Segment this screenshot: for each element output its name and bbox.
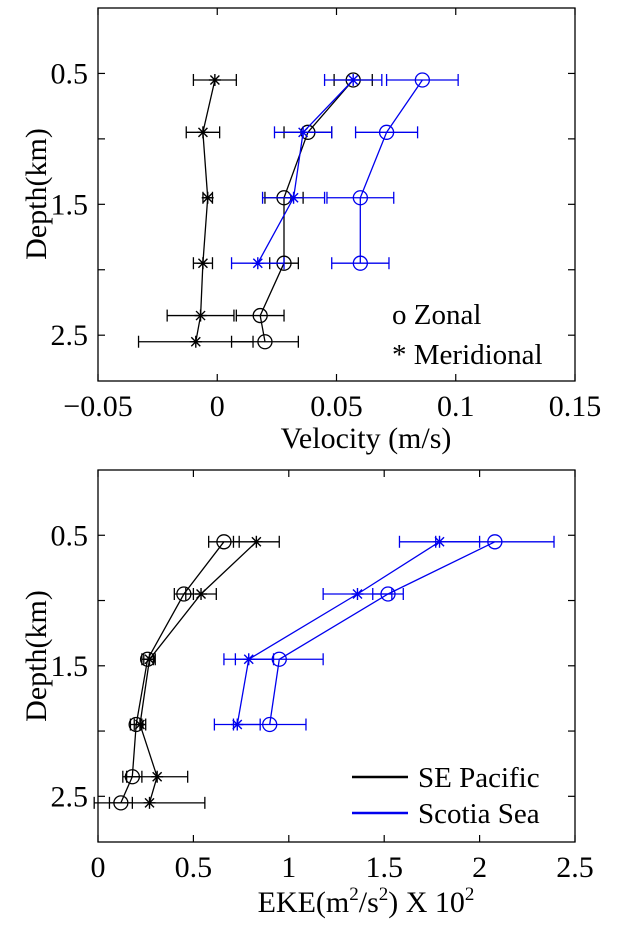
x-axis-label: EKE(m2/s2) X 102 [258, 884, 475, 919]
error-bar [354, 126, 419, 139]
y-tick-label: 1.5 [51, 650, 89, 683]
x-axis-label-sup: 2 [379, 884, 389, 905]
data-point-circle [352, 255, 369, 271]
data-point-circle [414, 72, 431, 88]
x-tick-label: 1 [281, 851, 296, 884]
data-point-star [189, 335, 202, 348]
y-tick-label: 0.5 [51, 519, 89, 552]
y-tick-label: 2.5 [51, 780, 89, 813]
series-line [269, 541, 496, 725]
data-point-circle [352, 190, 369, 206]
x-tick-label: −0.05 [63, 390, 132, 423]
data-point-circle [262, 716, 278, 733]
legend: SE Pacific Scotia Sea [352, 762, 540, 830]
data-point-circle [487, 534, 503, 550]
x-axis-label-sup: 2 [465, 884, 475, 905]
x-axis-label-part: /s [359, 886, 379, 919]
y-tick-label: 1.5 [51, 188, 89, 221]
data-point-star [250, 535, 263, 548]
x-tick-label: 0 [210, 390, 225, 423]
series-line [139, 541, 257, 803]
data-point-star [143, 796, 156, 809]
data-point-star [351, 588, 364, 600]
data-point-star [143, 653, 156, 666]
x-tick-label: 0.1 [437, 390, 475, 423]
legend-entry-se-pacific: SE Pacific [418, 762, 540, 794]
velocity-panel: −0.05 0 0.05 0.1 0.15 0.5 1.5 2.5 Velocity (m/s… [20, 7, 602, 455]
data-point-star [231, 718, 244, 731]
x-tick-label: 2.5 [556, 851, 594, 884]
data-point-star [195, 588, 208, 600]
y-tick-label: 0.5 [51, 57, 89, 90]
series-line [359, 79, 423, 264]
data-point-star [251, 257, 264, 270]
series-line [257, 79, 354, 264]
x-tick-label: 0 [91, 851, 106, 884]
data-point-star [201, 191, 214, 204]
error-bar [331, 257, 390, 270]
data-point-star [287, 191, 300, 204]
x-tick-label: 1.5 [365, 851, 403, 884]
data-point-star [151, 770, 164, 783]
data-point-star [297, 126, 310, 139]
legend-entry-zonal: o Zonal [392, 299, 481, 331]
data-point-star [194, 309, 207, 322]
series-line [236, 541, 440, 725]
y-axis-label: Depth(km) [20, 128, 53, 260]
plot-frame [97, 469, 576, 843]
x-tick-label: 0.5 [175, 851, 213, 884]
series-line [120, 541, 225, 804]
x-tick-label: 0.15 [549, 390, 602, 423]
x-axis-label-part: ) X 10 [388, 886, 465, 919]
data-point-star [196, 126, 209, 139]
x-axis-label-part: EKE(m [258, 886, 350, 919]
x-axis-label: Velocity (m/s) [281, 422, 452, 455]
data-point-star [347, 73, 360, 86]
data-point-circle [252, 307, 268, 324]
data-point-star [242, 653, 255, 666]
data-point-star [133, 718, 146, 731]
data-point-star [208, 73, 221, 86]
legend: o Zonal * Meridional [392, 299, 543, 371]
data-point-star [433, 535, 446, 548]
error-bar [235, 309, 285, 322]
series-line [259, 79, 354, 342]
y-tick-label: 2.5 [51, 319, 89, 352]
plot-frame [97, 7, 576, 382]
legend-entry-scotia-sea: Scotia Sea [418, 798, 540, 830]
eke-panel: 0 0.5 1 1.5 2 2.50.51.52.5 EKE(m2/s2) X 102 D… [20, 469, 594, 919]
x-tick-label: 0.05 [310, 390, 363, 423]
data-point-star [196, 257, 209, 270]
y-axis-label: Depth(km) [20, 590, 53, 722]
data-point-circle [257, 334, 273, 350]
data-point-circle [216, 534, 232, 550]
x-axis-label-sup: 2 [349, 884, 359, 905]
x-tick-label: 2 [472, 851, 487, 884]
legend-entry-meridional: * Meridional [392, 339, 543, 371]
error-bar [385, 73, 459, 86]
data-point-circle [378, 124, 395, 140]
series-line [195, 79, 216, 342]
error-bar [326, 191, 395, 204]
